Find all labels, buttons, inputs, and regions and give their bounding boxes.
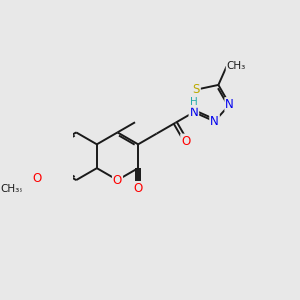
- Text: N: N: [225, 98, 234, 111]
- Text: N: N: [210, 115, 219, 128]
- Text: H: H: [190, 97, 198, 107]
- Text: N: N: [190, 106, 198, 119]
- Text: CH₃: CH₃: [0, 184, 20, 194]
- Text: O: O: [33, 172, 42, 185]
- Text: S: S: [193, 83, 200, 96]
- Text: ₃: ₃: [17, 184, 22, 194]
- Text: O: O: [181, 134, 190, 148]
- Text: O: O: [113, 174, 122, 187]
- Text: O: O: [134, 182, 143, 195]
- Text: CH₃: CH₃: [226, 61, 246, 71]
